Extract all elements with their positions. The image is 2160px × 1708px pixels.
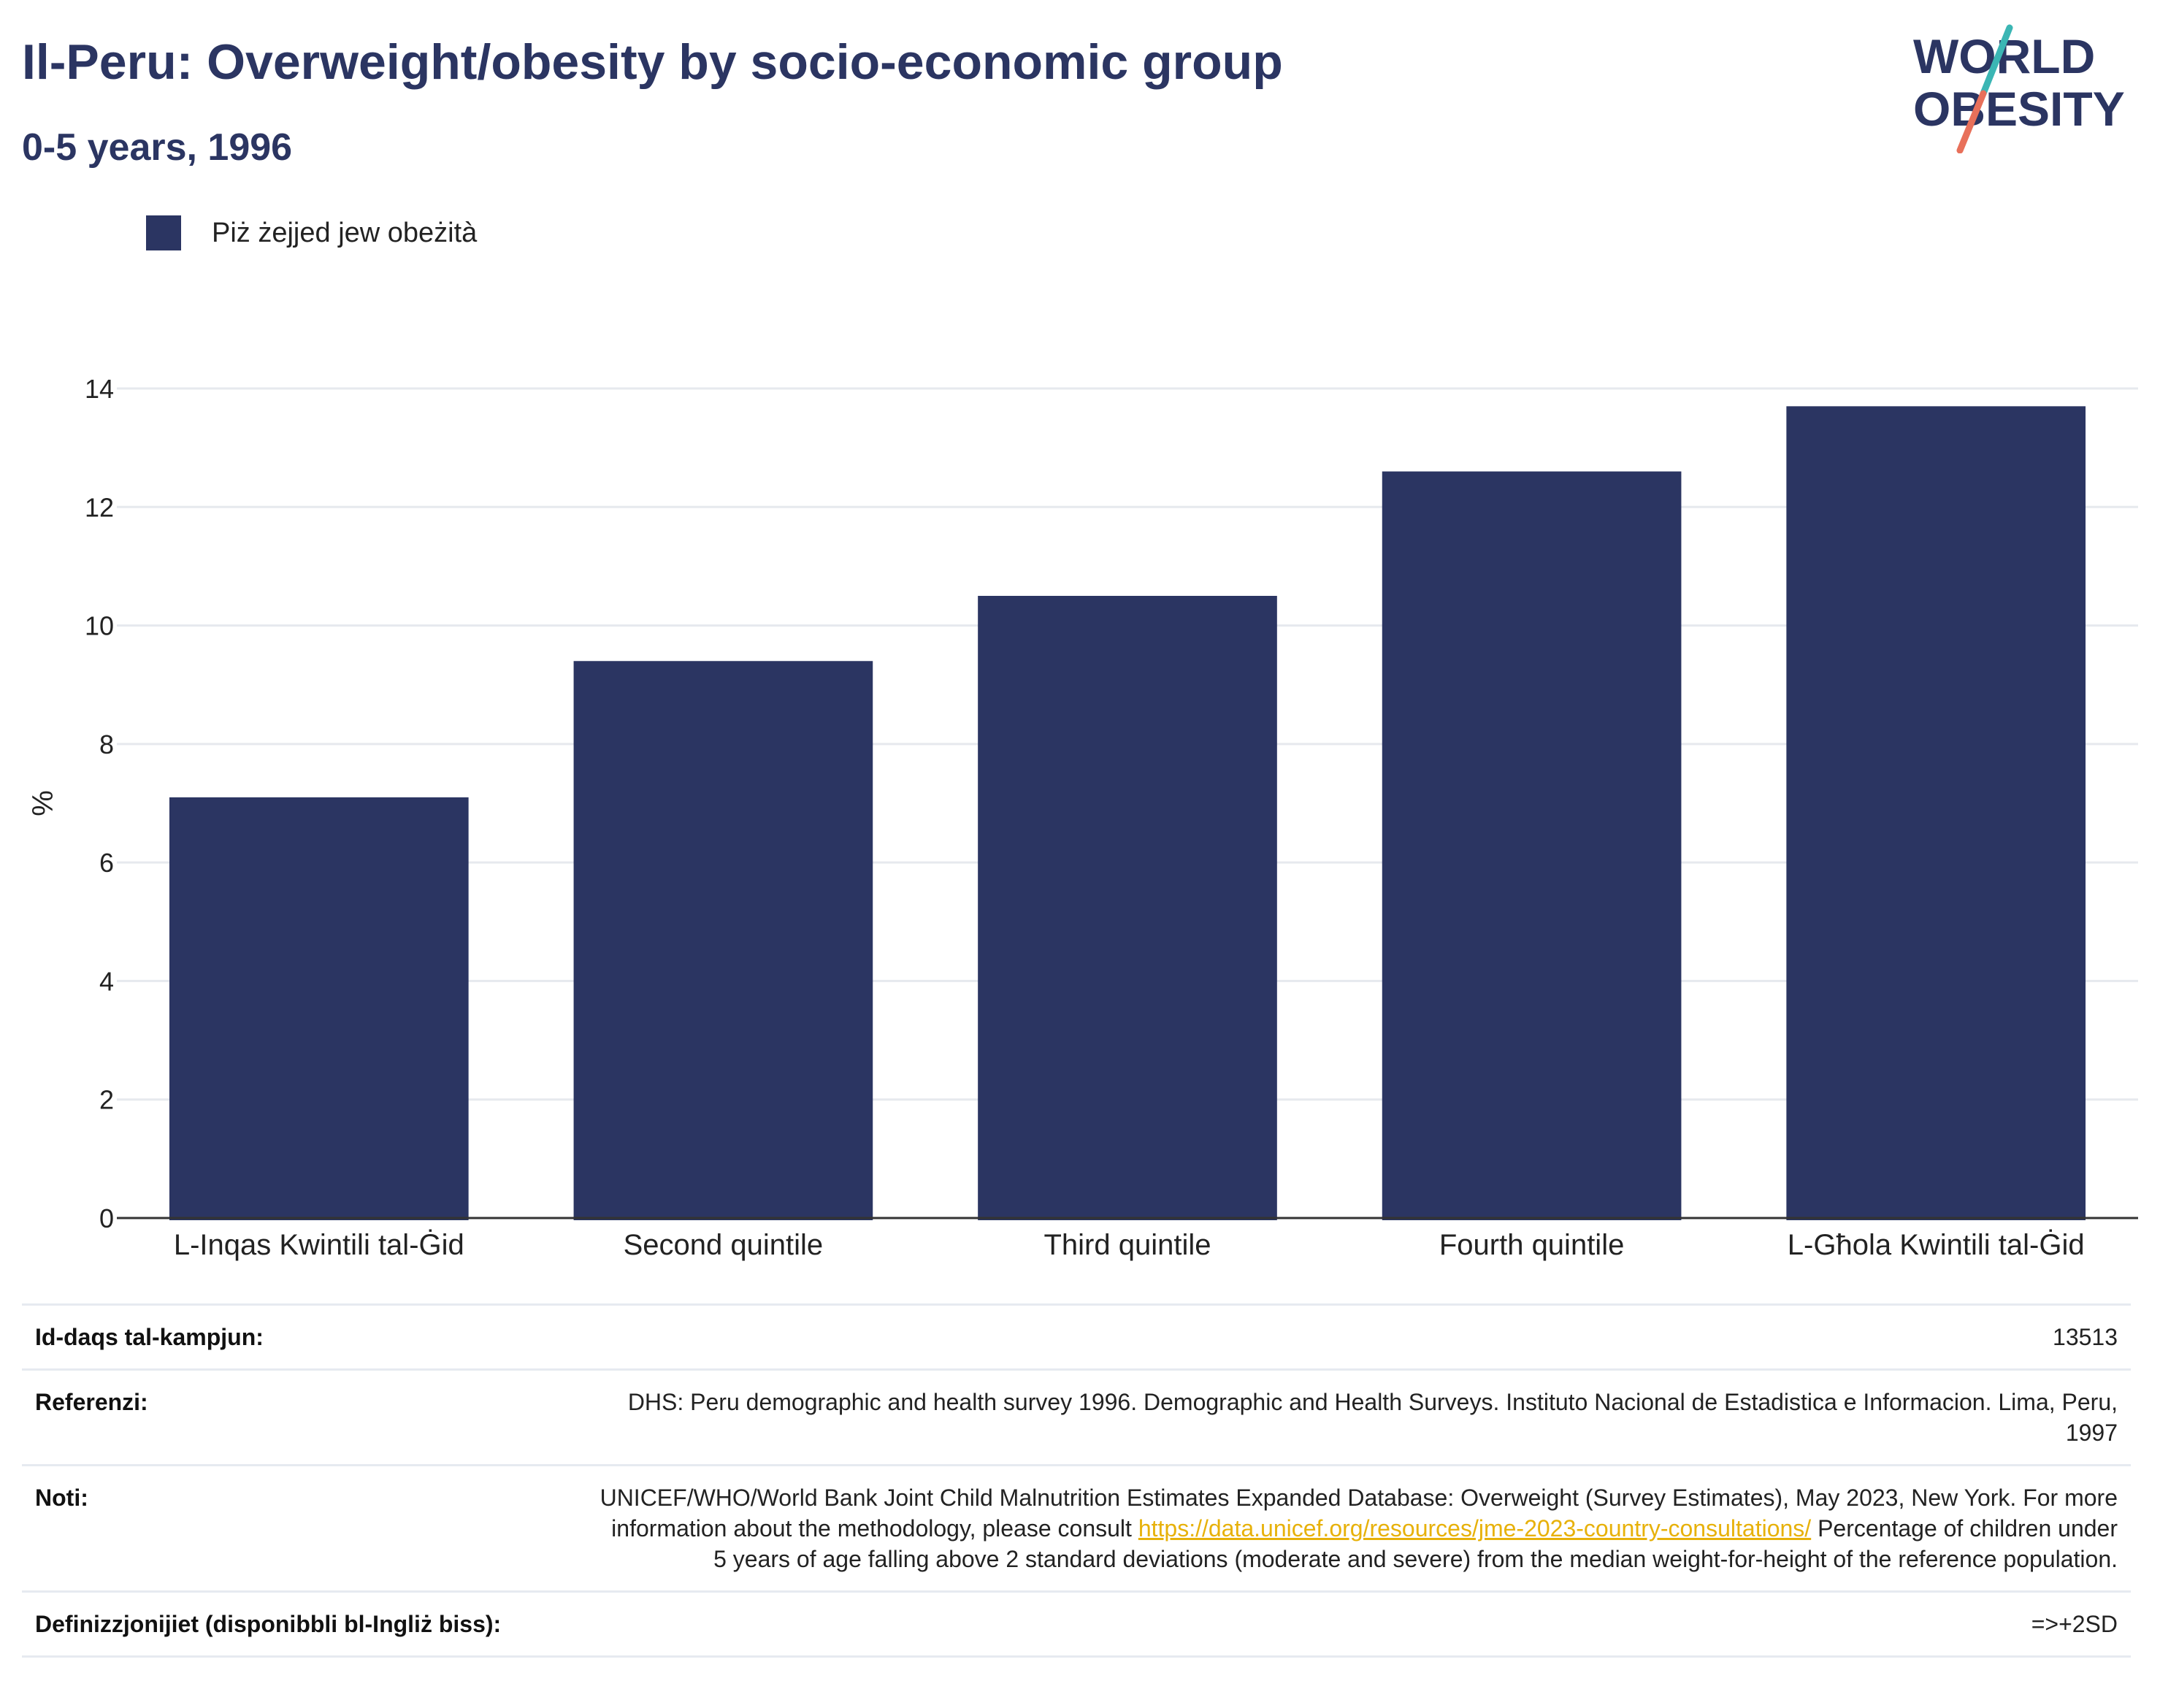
notes-link[interactable]: https://data.unicef.org/resources/jme-20… (1138, 1515, 1812, 1542)
info-row-references: Referenzi: DHS: Peru demographic and hea… (22, 1371, 2131, 1466)
info-row-definitions: Definizzjonijiet (disponibbli bl-Ingliż … (22, 1593, 2131, 1658)
definitions-value: =>+2SD (2031, 1611, 2118, 1637)
page-title: Il-Peru: Overweight/obesity by socio-eco… (22, 34, 1283, 90)
y-tick-label: 12 (85, 492, 114, 522)
logo-slash-teal (1980, 24, 2013, 97)
bar (978, 596, 1277, 1220)
bar (573, 661, 873, 1220)
y-tick-label: 0 (99, 1203, 114, 1233)
info-table: Id-daqs tal-kampjun: 13513 Referenzi: DH… (22, 1303, 2131, 1658)
y-tick-label: 8 (99, 729, 114, 759)
x-tick-label: L-Għola Kwintili tal-Ġid (1788, 1228, 2085, 1261)
sample-size-value: 13513 (2053, 1324, 2118, 1350)
references-value: DHS: Peru demographic and health survey … (627, 1389, 2118, 1446)
bar (1382, 471, 1682, 1220)
page-subtitle: 0-5 years, 1996 (22, 126, 293, 169)
x-tick-label: L-Inqas Kwintili tal-Ġid (174, 1228, 464, 1261)
y-tick-label: 10 (85, 611, 114, 641)
y-tick-label: 4 (99, 966, 114, 996)
info-row-sample-size: Id-daqs tal-kampjun: 13513 (22, 1306, 2131, 1371)
references-label: Referenzi: (35, 1389, 148, 1415)
x-tick-label: Third quintile (1043, 1229, 1211, 1261)
y-axis-label: % (27, 790, 59, 816)
logo-slash-coral (1956, 90, 1987, 153)
y-tick-label: 2 (99, 1085, 114, 1115)
bar (1786, 406, 2086, 1221)
world-obesity-logo: WORLD OBESITY (1913, 24, 2125, 153)
notes-text-2: Percentage of children under 5 years of … (713, 1515, 2118, 1572)
sample-size-label: Id-daqs tal-kampjun: (35, 1324, 264, 1350)
chart-legend[interactable]: Piż żejjed jew obeżità (146, 215, 477, 250)
y-tick-label: 6 (99, 848, 114, 878)
legend-label: Piż żejjed jew obeżità (212, 217, 478, 248)
y-tick-label: 14 (85, 374, 114, 404)
info-row-notes: Noti: UNICEF/WHO/World Bank Joint Child … (22, 1466, 2131, 1593)
legend-swatch (146, 215, 181, 250)
notes-text-1: UNICEF/WHO/World Bank Joint Child Malnut… (600, 1485, 2118, 1542)
notes-value: UNICEF/WHO/World Bank Joint Child Malnut… (599, 1482, 2118, 1574)
bar-chart: 0 2 4 6 8 10 12 14 L-Inqas Kwintili tal-Ġid Secon… (27, 374, 2138, 1261)
bar (169, 797, 469, 1220)
definitions-label: Definizzjonijiet (disponibbli bl-Ingliż … (35, 1611, 502, 1637)
logo-text-obesity: OBESITY (1913, 82, 2125, 136)
notes-label: Noti: (35, 1485, 88, 1511)
x-tick-label: Fourth quintile (1439, 1229, 1624, 1261)
x-tick-label: Second quintile (624, 1229, 824, 1261)
